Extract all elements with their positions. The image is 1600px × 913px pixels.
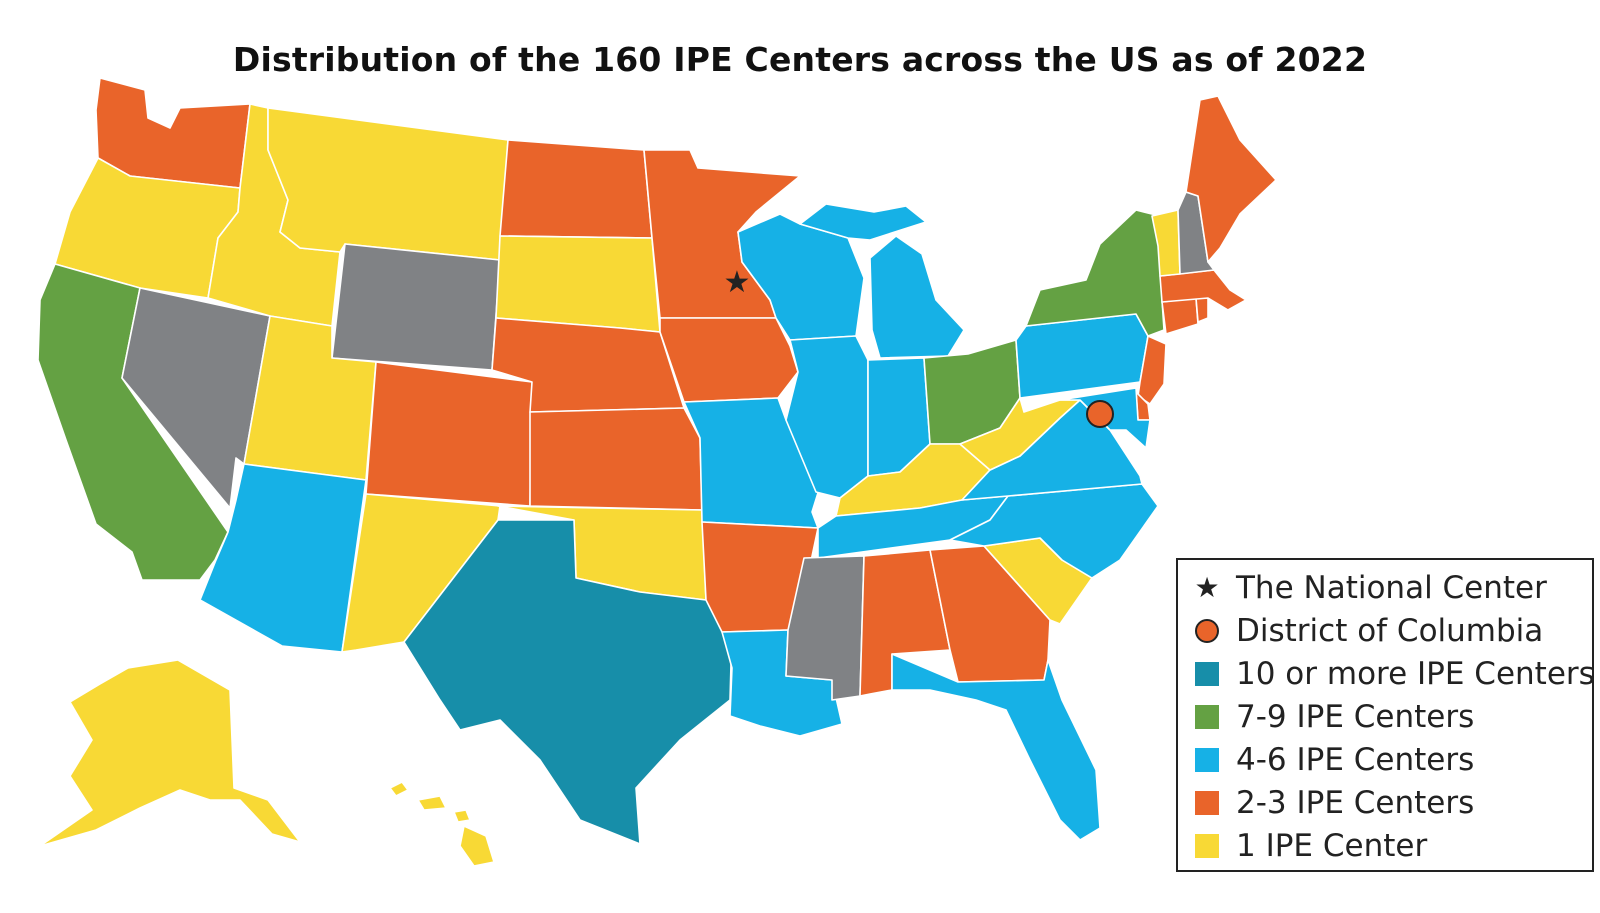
state-MT[interactable] <box>267 107 509 261</box>
state-MA[interactable] <box>1159 269 1247 311</box>
legend-swatch <box>1192 788 1222 818</box>
star-icon: ★ <box>1194 570 1220 604</box>
state-CO[interactable] <box>365 361 533 507</box>
state-NY[interactable] <box>1025 209 1165 337</box>
state-SD[interactable] <box>495 235 661 333</box>
legend-label: 1 IPE Center <box>1236 827 1428 864</box>
legend-item-national-center: ★ The National Center <box>1178 566 1592 609</box>
legend-label: District of Columbia <box>1236 612 1544 649</box>
legend-label: 2-3 IPE Centers <box>1236 784 1475 821</box>
state-FL[interactable] <box>891 653 1101 841</box>
state-ME[interactable] <box>1185 95 1277 263</box>
state-MI[interactable] <box>869 235 965 359</box>
legend-item-4-6: 4-6 IPE Centers <box>1178 738 1592 781</box>
state-AZ[interactable] <box>199 463 367 653</box>
state-AK[interactable] <box>39 659 301 847</box>
legend-swatch <box>1192 702 1222 732</box>
legend-swatch <box>1192 745 1222 775</box>
circle-icon <box>1192 616 1222 646</box>
state-KS[interactable] <box>529 407 703 511</box>
state-IA[interactable] <box>659 317 799 403</box>
state-HI-4[interactable] <box>459 825 495 867</box>
state-PA[interactable] <box>1015 313 1149 399</box>
state-TX[interactable] <box>403 519 733 845</box>
legend-swatch <box>1192 831 1222 861</box>
national-center-star-icon: ★ <box>724 265 751 300</box>
legend-swatch <box>1192 659 1222 689</box>
legend-item-dc: District of Columbia <box>1178 609 1592 652</box>
state-HI-2[interactable] <box>417 795 447 811</box>
legend-label: 4-6 IPE Centers <box>1236 741 1475 778</box>
state-NC[interactable] <box>949 483 1159 579</box>
state-ND[interactable] <box>499 139 653 239</box>
state-HI-3[interactable] <box>453 809 471 823</box>
map-title: Distribution of the 160 IPE Centers acro… <box>232 40 1368 79</box>
legend-label: The National Center <box>1236 569 1547 606</box>
legend-label: 10 or more IPE Centers <box>1236 655 1595 692</box>
state-CT[interactable] <box>1161 297 1199 335</box>
legend-item-7-9: 7-9 IPE Centers <box>1178 695 1592 738</box>
state-HI-1[interactable] <box>389 781 409 797</box>
legend-item-2-3: 2-3 IPE Centers <box>1178 781 1592 824</box>
state-RI[interactable] <box>1195 297 1209 323</box>
map-legend: ★ The National Center District of Columb… <box>1176 558 1595 872</box>
dc-circle-icon <box>1086 400 1114 428</box>
legend-item-10-plus: 10 or more IPE Centers <box>1178 652 1595 695</box>
state-MO[interactable] <box>683 397 823 529</box>
legend-item-1: 1 IPE Center <box>1178 824 1592 867</box>
state-WY[interactable] <box>331 243 501 371</box>
state-VT[interactable] <box>1151 209 1181 277</box>
state-MI-UP[interactable] <box>799 203 927 241</box>
state-NJ[interactable] <box>1137 335 1167 405</box>
legend-label: 7-9 IPE Centers <box>1236 698 1475 735</box>
